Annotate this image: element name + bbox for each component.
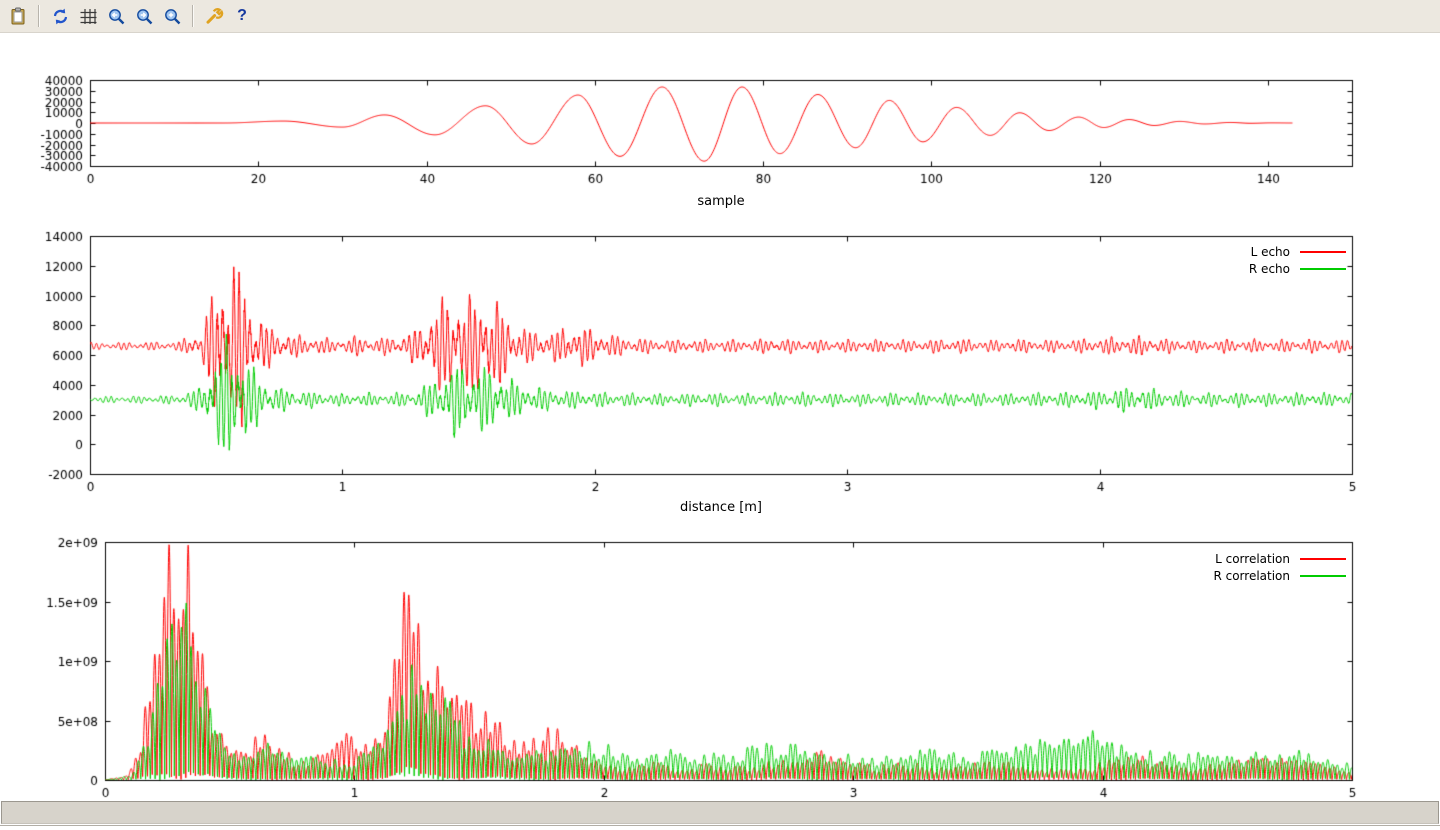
status-bar — [1, 801, 1439, 824]
legend-line-sample — [1300, 250, 1346, 253]
help-button[interactable]: ? — [229, 3, 255, 29]
legend-item-l-echo: L echo — [1251, 243, 1346, 260]
correlation-chart-canvas[interactable] — [0, 528, 1440, 830]
chart1-xlabel: sample — [697, 194, 745, 209]
legend-label: L correlation — [1215, 551, 1290, 566]
chirp-signal-chart-canvas[interactable] — [0, 70, 1440, 220]
legend-line-sample — [1300, 574, 1346, 577]
legend-label: R correlation — [1213, 568, 1290, 583]
legend-item-l-correlation: L correlation — [1215, 550, 1346, 567]
autoscale-button[interactable] — [159, 3, 185, 29]
zoom-previous-icon — [108, 8, 124, 24]
zoom-next-icon — [136, 8, 152, 24]
plot-area: sample distance [m] L echo R echo distan… — [0, 34, 1440, 830]
legend-line-sample — [1300, 557, 1346, 560]
zoom-previous-button[interactable] — [103, 3, 129, 29]
echo-chart-canvas[interactable] — [0, 224, 1440, 524]
chart2-xlabel: distance [m] — [679, 500, 763, 515]
legend-item-r-correlation: R correlation — [1213, 567, 1346, 584]
autoscale-zoom-icon — [164, 8, 180, 24]
zoom-next-button[interactable] — [131, 3, 157, 29]
legend-label: R echo — [1248, 261, 1290, 276]
wrench-icon — [206, 7, 223, 24]
toggle-grid-button[interactable] — [75, 3, 101, 29]
replot-button[interactable] — [47, 3, 73, 29]
replot-refresh-icon — [53, 8, 67, 24]
legend-line-sample — [1300, 267, 1346, 270]
toolbar-separator — [192, 5, 194, 27]
toolbar: ? — [0, 0, 1440, 33]
toolbar-separator — [38, 5, 40, 27]
legend-item-r-echo: R echo — [1249, 260, 1346, 277]
chart2-legend: L echo R echo — [1249, 243, 1346, 277]
help-icon: ? — [237, 7, 247, 24]
clipboard-copy-icon — [11, 7, 24, 24]
configure-button[interactable] — [201, 3, 227, 29]
chart3-legend: L correlation R correlation — [1213, 550, 1346, 584]
legend-label: L echo — [1250, 244, 1290, 259]
grid-icon — [80, 8, 96, 24]
copy-to-clipboard-button[interactable] — [5, 3, 31, 29]
